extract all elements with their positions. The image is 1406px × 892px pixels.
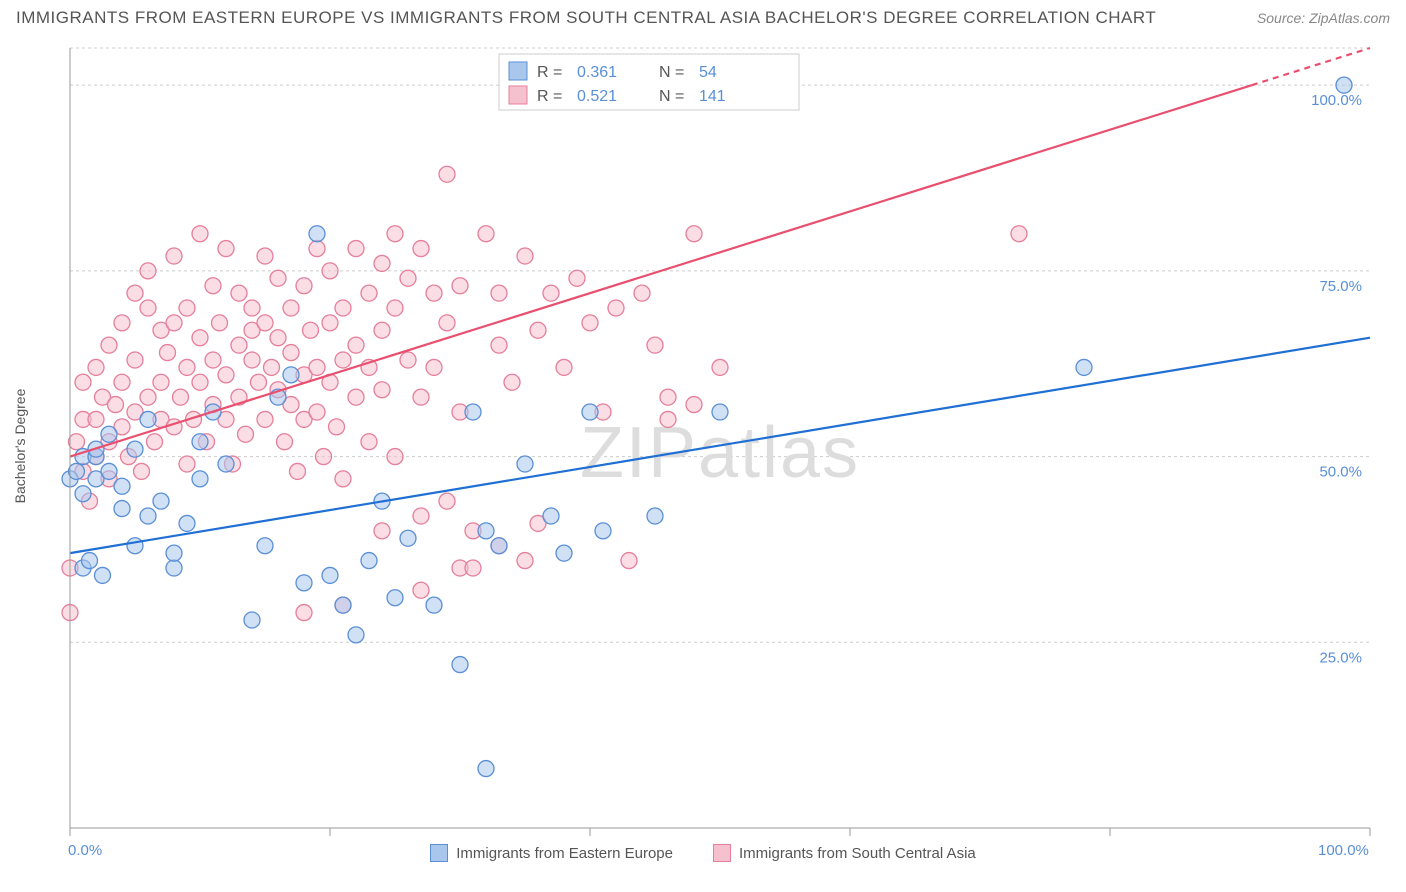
svg-text:75.0%: 75.0% — [1319, 278, 1362, 295]
y-axis-label: Bachelor's Degree — [12, 389, 28, 504]
xtick-label-min: 0.0% — [68, 842, 102, 859]
legend-item-series1: Immigrants from Eastern Europe — [430, 844, 673, 862]
legend-label-series2: Immigrants from South Central Asia — [739, 845, 976, 862]
legend-swatch-series2 — [713, 844, 731, 862]
svg-text:N =: N = — [659, 88, 684, 105]
xtick-label-max: 100.0% — [1318, 842, 1369, 859]
svg-text:N =: N = — [659, 64, 684, 81]
svg-text:50.0%: 50.0% — [1319, 464, 1362, 481]
svg-text:25.0%: 25.0% — [1319, 649, 1362, 666]
svg-text:141: 141 — [699, 88, 726, 105]
svg-text:54: 54 — [699, 64, 717, 81]
svg-text:0.521: 0.521 — [577, 88, 617, 105]
legend-label-series1: Immigrants from Eastern Europe — [456, 845, 673, 862]
svg-text:0.361: 0.361 — [577, 64, 617, 81]
svg-text:R =: R = — [537, 64, 562, 81]
chart-title: IMMIGRANTS FROM EASTERN EUROPE VS IMMIGR… — [16, 8, 1156, 28]
scatter-chart: 25.0% 50.0% 75.0% 100.0% ZIPatlas R = 0.361 N =… — [50, 38, 1390, 838]
legend-swatch-series1 — [430, 844, 448, 862]
legend-item-series2: Immigrants from South Central Asia — [713, 844, 976, 862]
legend-bottom: Immigrants from Eastern Europe Immigrant… — [0, 844, 1406, 862]
svg-text:ZIPatlas: ZIPatlas — [580, 413, 860, 493]
source-label: Source: ZipAtlas.com — [1257, 10, 1390, 26]
svg-text:R =: R = — [537, 88, 562, 105]
svg-text:100.0%: 100.0% — [1311, 92, 1362, 109]
